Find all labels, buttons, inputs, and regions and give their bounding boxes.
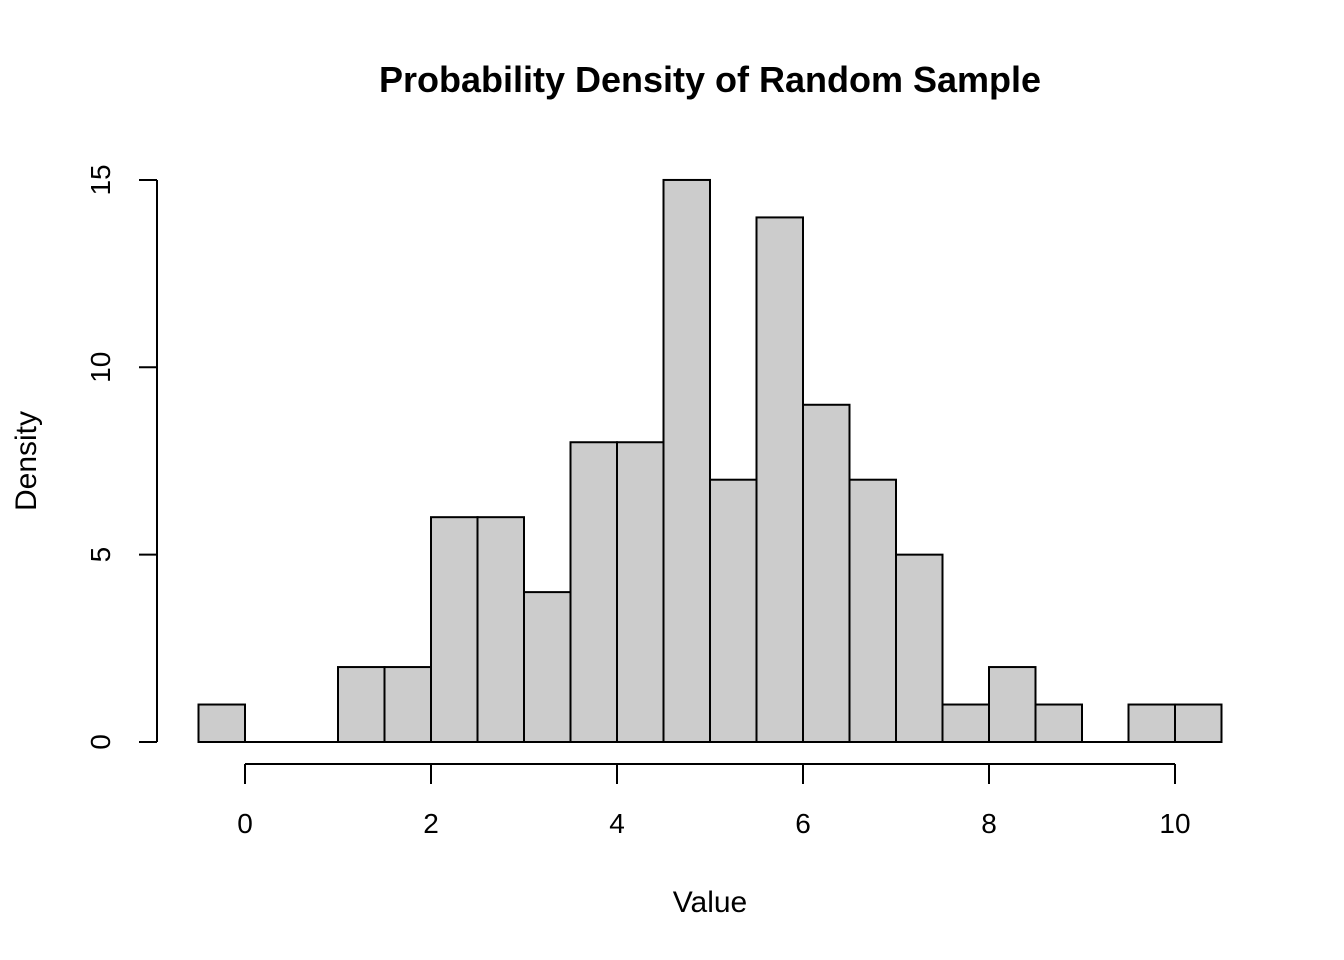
- y-tick-label: 10: [85, 352, 116, 383]
- histogram-bar: [895, 553, 944, 744]
- chart-title: Probability Density of Random Sample: [379, 59, 1041, 100]
- y-tick-label: 15: [85, 164, 116, 195]
- x-tick-label: 0: [237, 808, 253, 839]
- y-tick-label: 0: [85, 734, 116, 750]
- histogram-bar: [476, 516, 525, 743]
- x-tick-label: 10: [1159, 808, 1190, 839]
- histogram-bar: [941, 703, 990, 744]
- histogram-bar: [430, 516, 479, 743]
- x-tick-label: 4: [609, 808, 625, 839]
- x-tick-label: 2: [423, 808, 439, 839]
- histogram-bar: [1127, 703, 1176, 744]
- histogram-bar: [802, 403, 851, 743]
- x-axis-label: Value: [673, 886, 748, 919]
- y-axis: 0 5 10 15: [85, 164, 158, 750]
- x-tick-label: 8: [981, 808, 997, 839]
- x-axis: 0 2 4 6 8 10: [237, 763, 1191, 839]
- histogram-bar: [848, 478, 897, 743]
- histogram-bar: [755, 216, 804, 744]
- histogram-bar: [1174, 703, 1223, 744]
- histogram-bar: [523, 591, 572, 743]
- histogram-bar: [569, 441, 618, 743]
- histogram-bar: [337, 666, 386, 743]
- histogram-bar: [383, 666, 432, 743]
- y-tick-label: 5: [85, 547, 116, 563]
- histogram-bar: [1034, 703, 1083, 744]
- histogram-bar: [709, 478, 758, 743]
- y-axis-label: Density: [10, 411, 43, 511]
- histogram-bars: [197, 178, 1223, 744]
- histogram-bar: [616, 441, 665, 743]
- histogram-bar: [197, 703, 246, 744]
- histogram-bar: [662, 178, 711, 743]
- x-tick-label: 6: [795, 808, 811, 839]
- histogram-bar: [988, 666, 1037, 743]
